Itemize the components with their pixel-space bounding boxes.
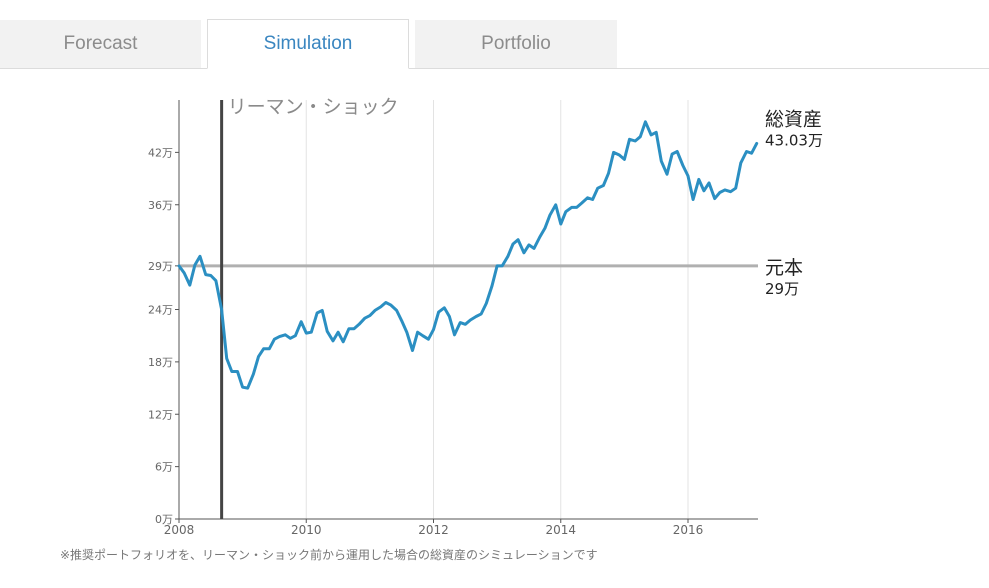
footnote: ※推奨ポートフォリオを、リーマン・ショック前から運用した場合の総資産のシミュレー… (60, 548, 598, 562)
y-tick-label: 24万 (148, 304, 173, 317)
tab-simulation[interactable]: Simulation (207, 19, 409, 69)
event-label: リーマン・ショック (228, 96, 399, 118)
x-tick-label: 2008 (164, 523, 195, 537)
y-tick-label: 29万 (148, 260, 173, 273)
x-tick-label: 2012 (418, 523, 449, 537)
total-assets-label: 総資産 (765, 108, 822, 130)
x-tick-label: 2016 (673, 523, 704, 537)
y-tick-label: 0万 (155, 513, 173, 526)
principal-value: 29万 (765, 280, 799, 298)
x-tick-label: 2010 (291, 523, 322, 537)
tab-underline (0, 68, 989, 69)
y-tick-label: 42万 (148, 146, 173, 159)
x-tick-label: 2014 (545, 523, 576, 537)
y-tick-label: 36万 (148, 199, 173, 212)
principal-label: 元本 (765, 257, 803, 279)
y-tick-label: 12万 (148, 408, 173, 421)
y-tick-label: 18万 (148, 356, 173, 369)
total-assets-value: 43.03万 (765, 131, 823, 149)
total-assets-line (177, 120, 759, 390)
y-tick-label: 6万 (155, 461, 173, 474)
tab-bar: Forecast Simulation Portfolio (0, 0, 989, 70)
tab-portfolio[interactable]: Portfolio (415, 20, 617, 68)
tab-forecast[interactable]: Forecast (0, 20, 201, 68)
